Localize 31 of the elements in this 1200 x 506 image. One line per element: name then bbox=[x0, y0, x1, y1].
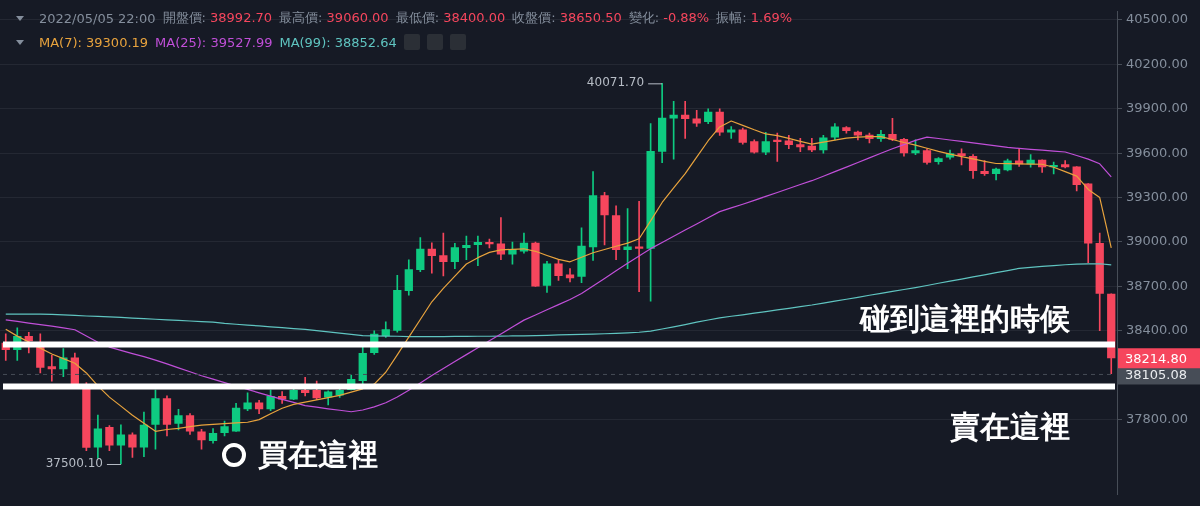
y-tick-label: 40200.00 bbox=[1126, 55, 1189, 71]
candlestick bbox=[473, 235, 483, 266]
y-tick-label: 40500.00 bbox=[1126, 11, 1189, 27]
y-tick-label: 39000.00 bbox=[1126, 233, 1189, 249]
annotation: 收盤價: 38650.50 bbox=[512, 10, 622, 25]
annotation: 振幅: 1.69% bbox=[716, 10, 793, 25]
y-tick-label: 38700.00 bbox=[1126, 277, 1189, 293]
text: MA(7): 39300.19 bbox=[39, 34, 149, 50]
annotation: 最低價: 38400.00 bbox=[395, 10, 506, 25]
y-tick-label: 39900.00 bbox=[1126, 100, 1189, 116]
annotation: 37500.10 bbox=[45, 456, 103, 471]
y-tick-label: 39600.00 bbox=[1126, 144, 1189, 160]
text: MA(99): 38852.64 bbox=[279, 34, 397, 50]
chart-title: 2022/05/05 22:00 bbox=[39, 10, 156, 26]
y-tick-label: 38400.00 bbox=[1126, 322, 1189, 338]
candlestick bbox=[727, 126, 736, 139]
text: 38214.80 bbox=[1125, 350, 1188, 366]
annotation: 變化: -0.88% bbox=[628, 10, 710, 25]
annotation: 買在這裡 bbox=[258, 437, 378, 472]
annotation: 賣在這裡 bbox=[950, 409, 1070, 444]
y-tick-label: 37800.00 bbox=[1126, 410, 1189, 426]
annotation: 最高價: 39060.00 bbox=[279, 10, 389, 25]
candlestick bbox=[634, 200, 644, 292]
annotation: 40071.70 bbox=[586, 75, 645, 90]
candlestick bbox=[47, 354, 56, 382]
ref-line-label: 38105.08 bbox=[1125, 366, 1188, 382]
candlestick bbox=[427, 242, 436, 274]
annotation: 開盤價: 38992.70 bbox=[162, 10, 273, 25]
text: MA(25): 39527.99 bbox=[155, 34, 273, 50]
y-tick-label: 39300.00 bbox=[1126, 188, 1189, 204]
annotation: 碰到這裡的時候 bbox=[860, 301, 1070, 336]
